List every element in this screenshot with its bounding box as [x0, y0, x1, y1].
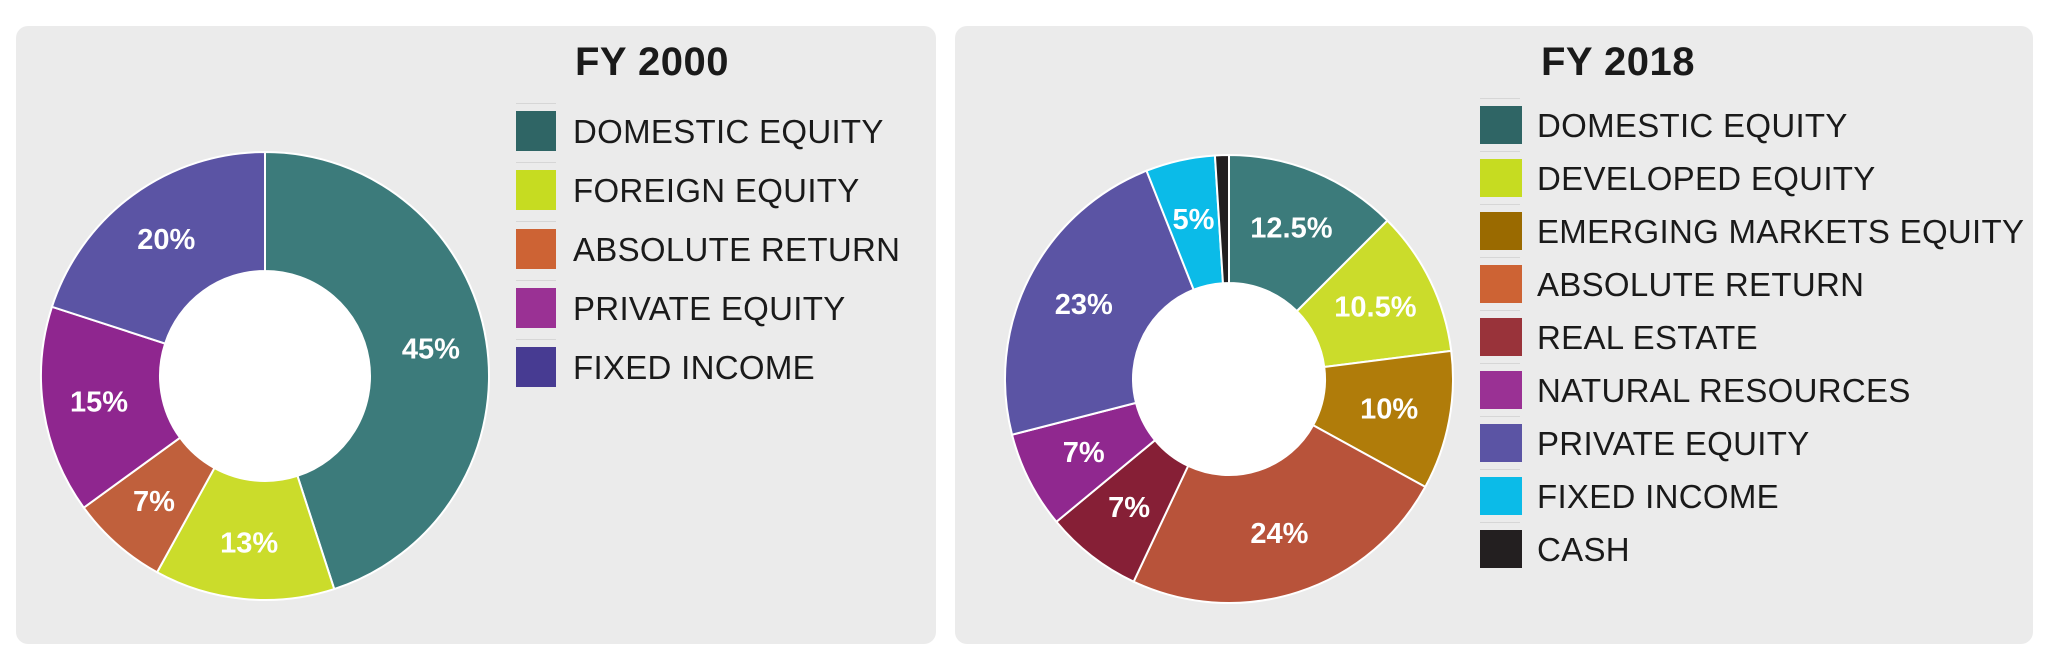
legend-label: PRIVATE EQUITY — [573, 290, 846, 327]
data-label-domestic-equity: 45% — [402, 334, 460, 366]
legend-swatch — [516, 229, 556, 269]
data-label-fixed-income: 5% — [1172, 204, 1214, 236]
legend-divider — [516, 280, 556, 281]
donut-hole — [1133, 283, 1325, 475]
data-label-natural-resources: 7% — [1063, 437, 1105, 469]
data-label-private-equity: 15% — [70, 386, 128, 418]
legend-label: ABSOLUTE RETURN — [1537, 266, 1865, 303]
legend-divider — [1480, 257, 1520, 258]
legend-divider — [1480, 98, 1520, 99]
data-label-absolute-return: 24% — [1250, 518, 1308, 550]
data-label-fixed-income: 20% — [137, 224, 195, 256]
legend-label: DOMESTIC EQUITY — [1537, 107, 1848, 144]
data-label-domestic-equity: 12.5% — [1250, 212, 1332, 244]
legend-label: FIXED INCOME — [1537, 478, 1779, 515]
legend-divider — [1480, 204, 1520, 205]
legend-swatch — [1480, 318, 1522, 356]
data-label-foreign-equity: 13% — [220, 527, 278, 559]
legend-swatch — [1480, 212, 1522, 250]
legend-swatch — [516, 111, 556, 151]
legend-label: CASH — [1537, 531, 1630, 568]
legend-swatch — [1480, 424, 1522, 462]
legend-label: ABSOLUTE RETURN — [573, 231, 901, 268]
data-label-private-equity: 23% — [1055, 289, 1113, 321]
legend-swatch — [1480, 530, 1522, 568]
legend-divider — [516, 103, 556, 104]
legend-label: FIXED INCOME — [573, 349, 815, 386]
legend-divider — [1480, 416, 1520, 417]
chart-title: FY 2000 — [575, 40, 729, 84]
legend-label: PRIVATE EQUITY — [1537, 425, 1810, 462]
legend-swatch — [1480, 159, 1522, 197]
legend-swatch — [516, 347, 556, 387]
chart-panel-fy2000: FY 2000 45% 13% 7% 15% 20% DOMESTIC EQUITY FO… — [16, 26, 936, 644]
legend-label: DOMESTIC EQUITY — [573, 113, 884, 150]
legend-swatch — [1480, 265, 1522, 303]
legend-swatch — [1480, 106, 1522, 144]
legend-divider — [516, 162, 556, 163]
legend-swatch — [1480, 477, 1522, 515]
legend-divider — [516, 339, 556, 340]
legend-label: DEVELOPED EQUITY — [1537, 160, 1876, 197]
data-label-developed-equity: 10.5% — [1334, 291, 1416, 323]
legend-divider — [1480, 310, 1520, 311]
legend-label: NATURAL RESOURCES — [1537, 372, 1911, 409]
legend-label: REAL ESTATE — [1537, 319, 1758, 356]
legend-swatch — [1480, 371, 1522, 409]
legend-divider — [1480, 469, 1520, 470]
legend-divider — [516, 221, 556, 222]
data-label-absolute-return: 7% — [133, 486, 175, 518]
legend-divider — [1480, 522, 1520, 523]
chart-panel-fy2018: FY 2018 12.5% 10.5% 10% 24% 7% 7% 23% 5% DOMEST… — [955, 26, 2033, 644]
donut-hole — [160, 271, 370, 481]
legend-label: EMERGING MARKETS EQUITY — [1537, 213, 2025, 250]
chart-title: FY 2018 — [1541, 40, 1695, 84]
legend-divider — [1480, 151, 1520, 152]
data-label-emerging-markets-equity: 10% — [1360, 394, 1418, 426]
donut-chart-fy2018: 12.5% 10.5% 10% 24% 7%7% 23% 5% — [1004, 153, 1454, 604]
legend-swatch — [516, 170, 556, 210]
data-label-real-estate: 7% — [1108, 492, 1150, 524]
donut-chart-fy2000: 45% 13% 7% 15% 20% — [40, 150, 490, 601]
legend-swatch — [516, 288, 556, 328]
legend-divider — [1480, 363, 1520, 364]
legend-label: FOREIGN EQUITY — [573, 172, 860, 209]
